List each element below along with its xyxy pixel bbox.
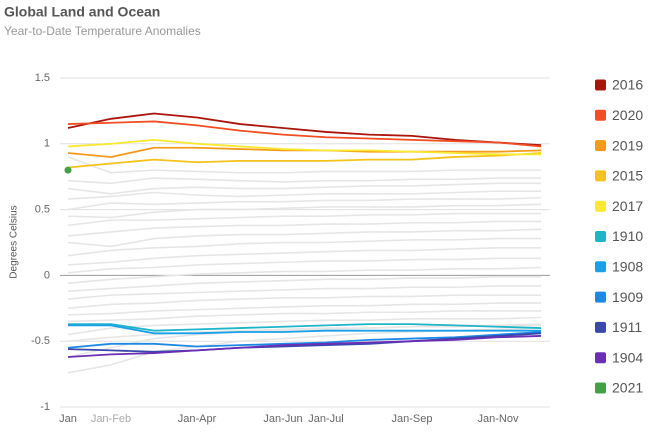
background-line	[67, 203, 542, 219]
legend-label: 2015	[612, 168, 643, 184]
legend-swatch	[595, 140, 606, 152]
series-line	[67, 331, 542, 349]
legend-swatch	[595, 79, 606, 91]
series-line	[68, 323, 542, 332]
background-line	[67, 316, 542, 336]
legend-label: 2017	[612, 198, 643, 214]
x-tick-label: Jan-Apr	[178, 413, 217, 425]
legend-label: 1909	[612, 289, 643, 305]
x-tick-label: Jan-Jun	[263, 413, 302, 425]
y-tick-label: 0	[44, 269, 50, 281]
background-line	[67, 156, 541, 174]
legend-swatch	[595, 261, 606, 273]
legend-swatch	[595, 321, 606, 333]
background-line	[67, 177, 541, 185]
legend-swatch	[595, 291, 606, 303]
legend-label: 2021	[612, 380, 643, 396]
legend-label: 1910	[612, 228, 643, 244]
background-line	[67, 246, 541, 266]
series-line	[67, 152, 542, 169]
series-line	[67, 112, 542, 147]
background-line	[67, 196, 542, 211]
background-line	[67, 237, 541, 257]
y-tick-label: -0.5	[31, 335, 50, 347]
legend-label: 1908	[612, 259, 643, 275]
legend-label: 1904	[612, 349, 643, 365]
legend-label: 2016	[612, 77, 643, 93]
background-line	[67, 294, 541, 310]
x-tick-label: Jan-Nov	[478, 413, 519, 425]
background-line	[67, 212, 541, 227]
chart-title: Global Land and Ocean	[4, 4, 160, 20]
x-tick-label: Jan-Feb	[91, 413, 131, 425]
y-axis-label: Degrees Celsius	[9, 205, 20, 278]
background-line	[67, 285, 541, 300]
x-tick-label: Jan-Sep	[392, 413, 433, 425]
background-line	[67, 275, 541, 292]
y-tick-label: 1.5	[35, 72, 50, 84]
series-line	[68, 324, 541, 335]
background-line	[67, 220, 541, 237]
legend-swatch	[595, 231, 606, 242]
legend-label: 2020	[612, 107, 643, 123]
legend-swatch	[595, 352, 606, 364]
x-tick-label: Jan-Jul	[308, 413, 343, 425]
series-line	[67, 138, 541, 156]
background-line	[67, 228, 542, 248]
point	[64, 166, 72, 174]
legend-label: 2019	[612, 137, 643, 153]
background-line	[67, 310, 541, 323]
legend-swatch	[595, 200, 606, 212]
background-line	[67, 190, 541, 200]
legend-label: 1911	[612, 319, 642, 335]
y-tick-label: 0.5	[35, 204, 50, 216]
series-line	[67, 120, 542, 148]
chart-subtitle: Year-to-Date Temperature Anomalies	[4, 24, 201, 38]
background-line	[67, 302, 541, 316]
background-line	[67, 266, 542, 285]
y-tick-label: -1	[40, 401, 50, 413]
x-tick-label: Jan	[59, 413, 77, 425]
legend-swatch	[595, 170, 606, 182]
legend-swatch	[595, 109, 606, 121]
background-line	[67, 182, 541, 195]
y-tick-label: 1	[44, 138, 50, 150]
background-line	[67, 257, 541, 274]
series-line	[67, 332, 542, 353]
legend-swatch	[595, 382, 606, 394]
series-line	[67, 335, 542, 358]
